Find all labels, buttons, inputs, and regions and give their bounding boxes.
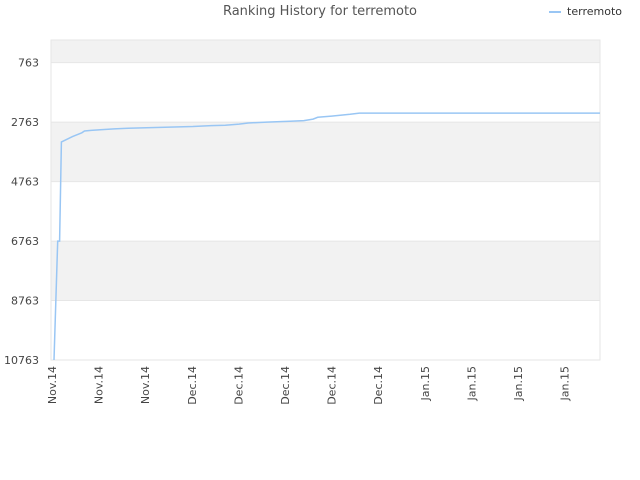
x-tick-label: Nov.14 — [139, 366, 152, 404]
x-tick-label: Dec.14 — [232, 366, 245, 405]
plot-band — [51, 40, 600, 63]
x-tick-label: Dec.14 — [372, 366, 385, 405]
plot-border — [50, 39, 601, 361]
legend-swatch — [549, 10, 562, 13]
x-tick-label: Jan.15 — [419, 366, 432, 401]
plot-band — [51, 122, 600, 182]
plot-band — [51, 300, 600, 360]
y-tick-label: 2763 — [11, 116, 39, 129]
y-tick-label: 4763 — [11, 176, 39, 189]
plot-band — [51, 62, 600, 123]
x-tick-label: Jan.15 — [559, 366, 572, 401]
plot-band — [51, 181, 600, 242]
y-tick-label: 6763 — [11, 235, 39, 248]
y-tick-label: 763 — [18, 57, 39, 70]
series-line-terremoto — [53, 112, 600, 361]
y-tick-label: 10763 — [4, 354, 39, 367]
x-tick-label: Nov.14 — [93, 366, 106, 404]
legend-label: terremoto — [567, 5, 622, 18]
x-tick-label: Jan.15 — [465, 366, 478, 401]
x-tick-label: Dec.14 — [186, 366, 199, 405]
chart-title: Ranking History for terremoto — [222, 4, 418, 19]
x-tick-label: Dec.14 — [326, 366, 339, 405]
x-tick-label: Dec.14 — [279, 366, 292, 405]
x-tick-label: Nov.14 — [46, 366, 59, 404]
legend[interactable]: terremoto — [549, 5, 622, 18]
plot-band — [51, 241, 600, 301]
y-tick-label: 8763 — [11, 295, 39, 308]
x-tick-label: Jan.15 — [512, 366, 525, 401]
